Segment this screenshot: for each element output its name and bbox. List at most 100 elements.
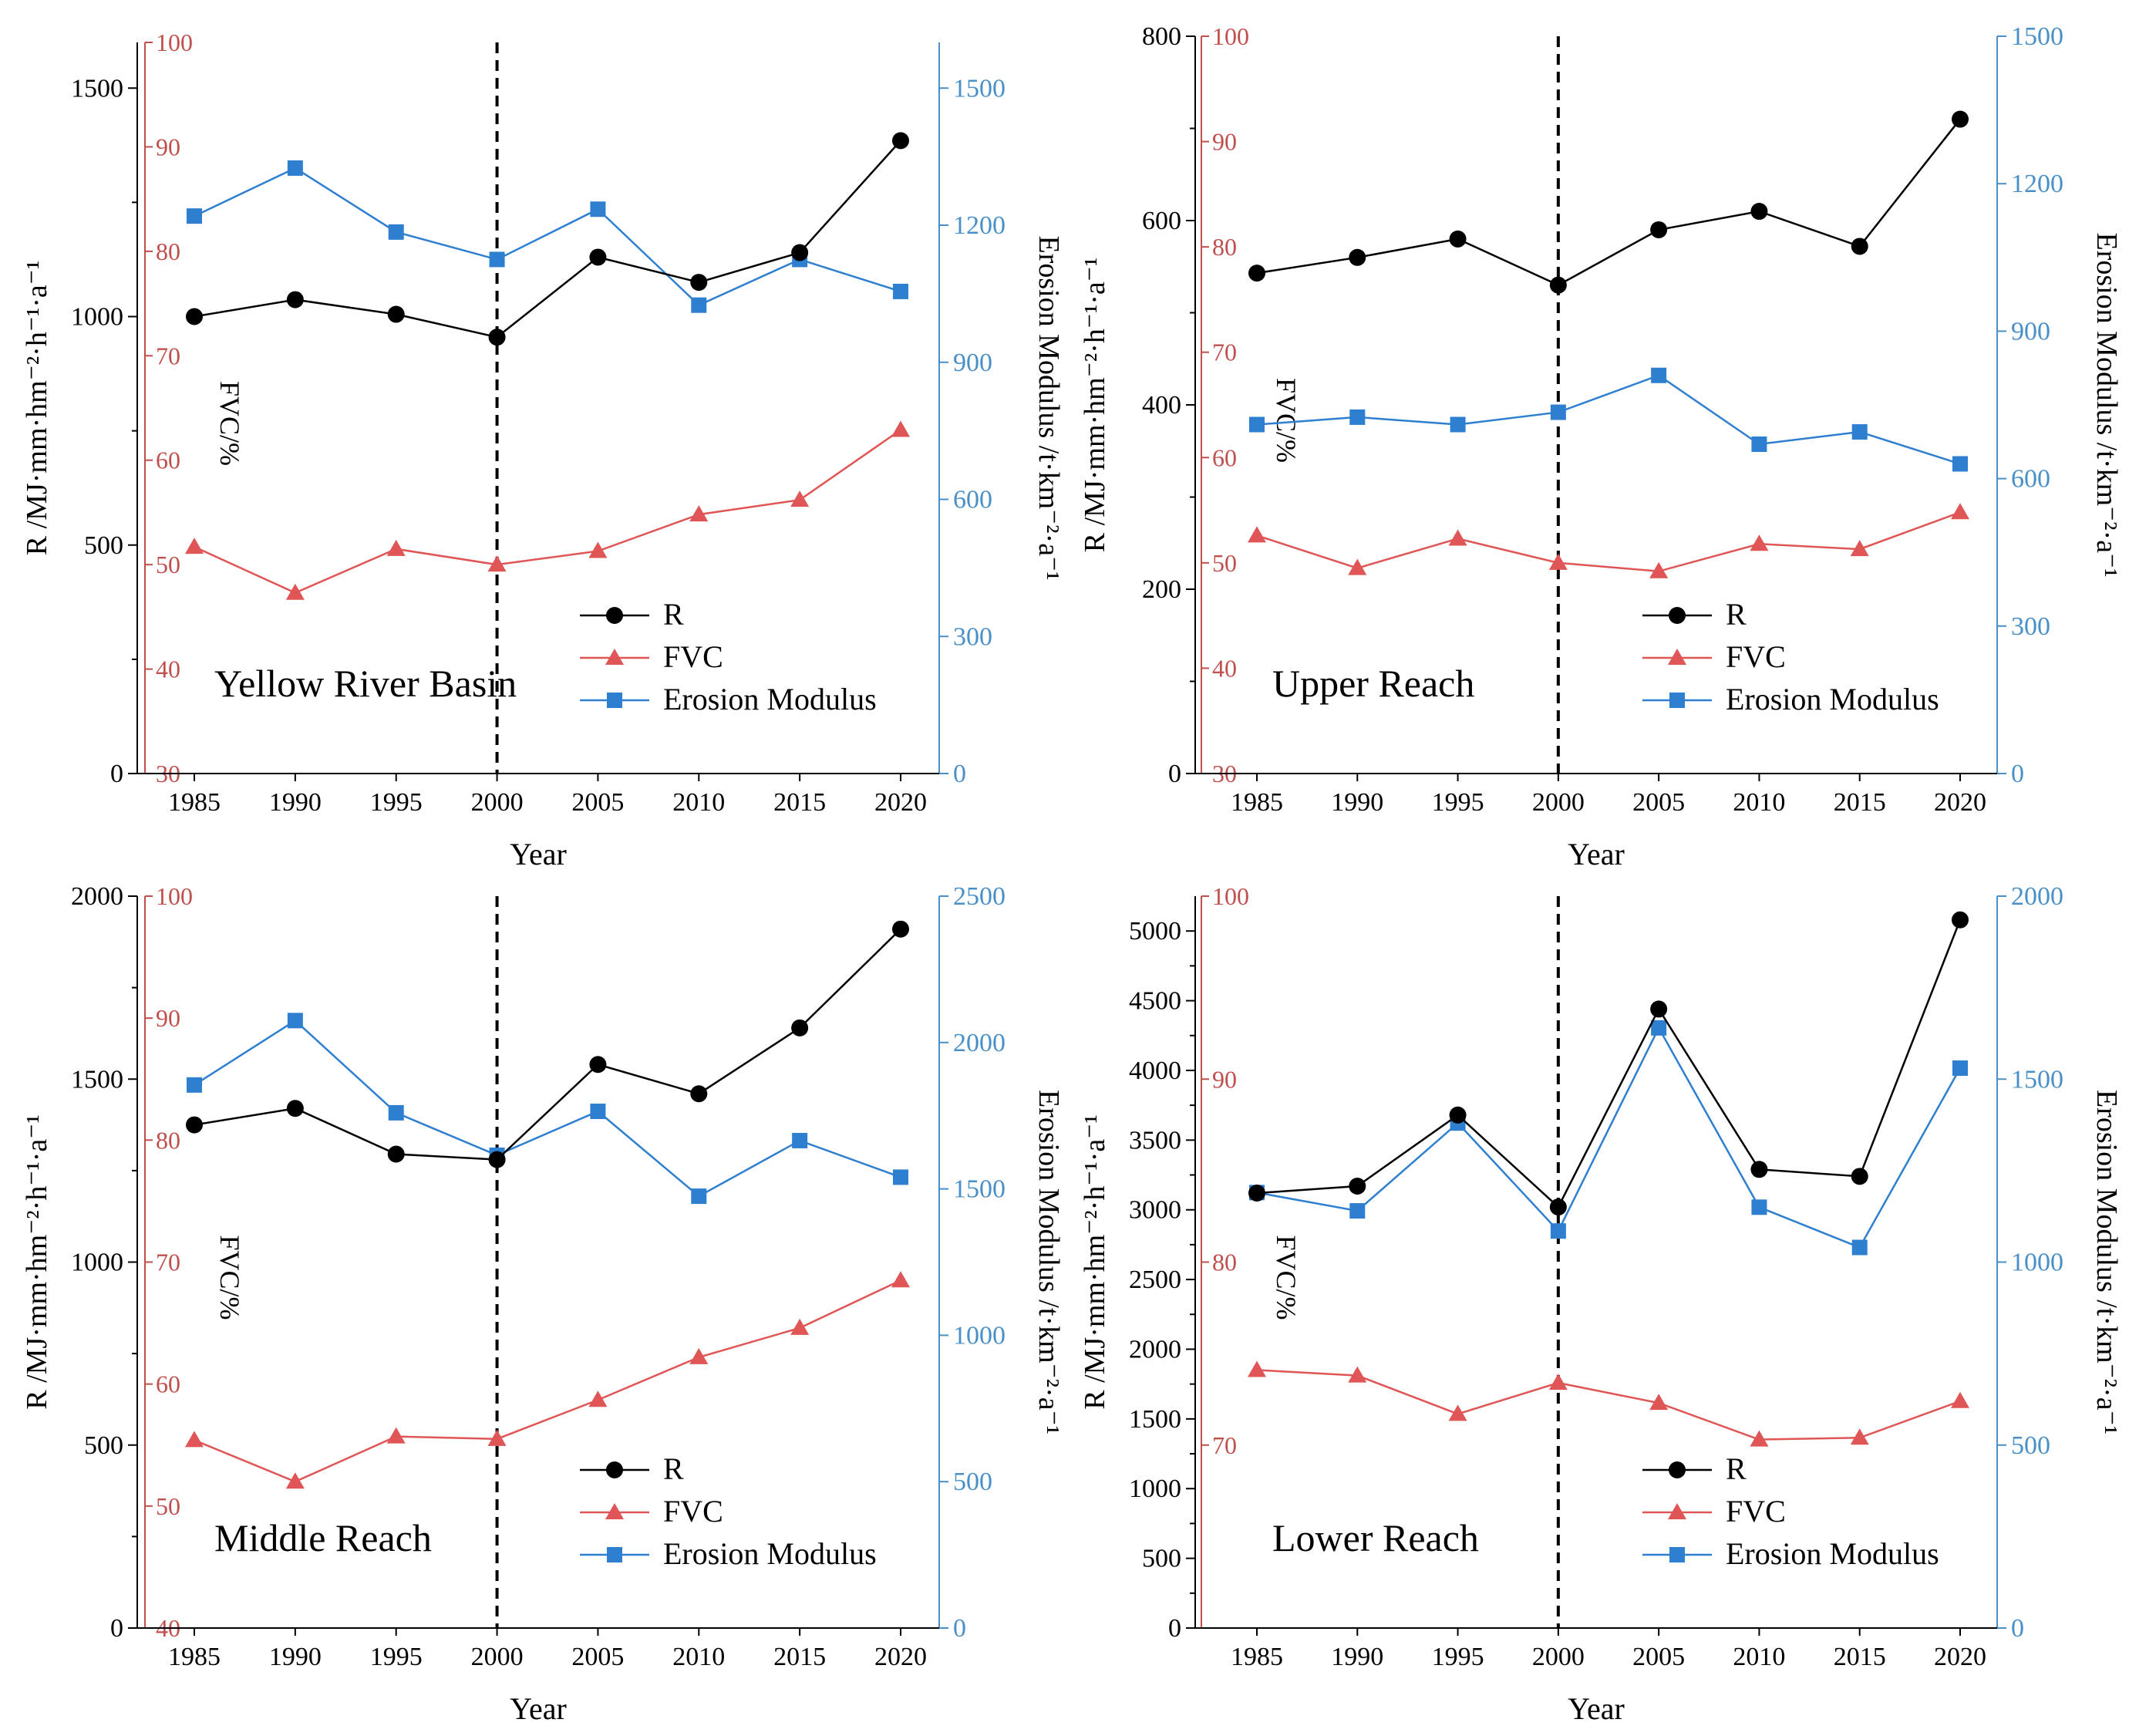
erosion-point xyxy=(1450,416,1466,433)
x-axis-tick-label: 2010 xyxy=(672,1643,725,1671)
x-axis-label: Year xyxy=(510,837,567,871)
erosion-axis-tick-label: 1500 xyxy=(2011,1065,2063,1094)
x-axis-tick-label: 2000 xyxy=(471,788,524,817)
fvc-axis-tick-label: 100 xyxy=(156,882,193,910)
erosion-point xyxy=(1851,1239,1868,1256)
r-axis-label: R /MJ·mm·hm⁻²·h⁻¹·a⁻¹ xyxy=(1079,1114,1111,1410)
r-point xyxy=(1750,203,1768,221)
r-point xyxy=(1851,238,1868,255)
fvc-point xyxy=(1951,503,1969,520)
r-point xyxy=(186,308,203,325)
erosion-axis-tick-label: 1200 xyxy=(2011,170,2063,198)
erosion-axis-label: Erosion Modulus /t·km⁻²·a⁻¹ xyxy=(1032,1090,1065,1434)
r-axis-tick-label: 500 xyxy=(84,531,123,560)
r-point xyxy=(690,1085,708,1103)
erosion-point xyxy=(287,1013,303,1029)
erosion-point xyxy=(893,1169,908,1185)
fvc-point xyxy=(1750,1430,1769,1447)
fvc-axis-tick-label: 50 xyxy=(156,1492,180,1520)
fvc-point xyxy=(891,420,910,437)
x-axis-tick-label: 2000 xyxy=(1532,1643,1585,1671)
r-series-line xyxy=(194,928,901,1161)
fvc-point xyxy=(1951,1391,1969,1408)
erosion-point xyxy=(1349,409,1366,425)
fvc-point xyxy=(1348,1366,1367,1383)
r-point xyxy=(892,132,909,150)
erosion-axis-tick-label: 1000 xyxy=(2011,1249,2063,1277)
legend-label-erosion: Erosion Modulus xyxy=(1726,1536,1939,1571)
erosion-axis-tick-label: 500 xyxy=(2011,1431,2050,1460)
fvc-axis-tick-label: 80 xyxy=(1212,1249,1237,1276)
legend-marker-erosion xyxy=(1669,1547,1685,1562)
r-axis-tick-label: 0 xyxy=(110,760,123,788)
legend-marker-erosion xyxy=(1669,693,1685,708)
x-axis-tick-label: 1985 xyxy=(1231,1643,1283,1671)
r-axis-tick-label: 1000 xyxy=(71,1249,123,1277)
r-point xyxy=(1549,276,1567,294)
fvc-point xyxy=(185,1431,204,1448)
r-axis-label: R /MJ·mm·hm⁻²·h⁻¹·a⁻¹ xyxy=(1079,258,1111,553)
r-point xyxy=(690,274,708,292)
erosion-axis-tick-label: 900 xyxy=(2011,317,2050,346)
fvc-point xyxy=(1248,526,1266,543)
r-point xyxy=(286,291,304,308)
panel-title: Yellow River Basin xyxy=(214,662,517,705)
fvc-point xyxy=(185,538,204,555)
r-axis-tick-label: 5000 xyxy=(1129,917,1181,946)
fvc-point xyxy=(285,1472,305,1489)
r-point xyxy=(1952,911,1969,929)
erosion-series-line xyxy=(1256,1026,1962,1249)
erosion-axis-tick-label: 900 xyxy=(953,349,992,377)
fvc-point xyxy=(689,505,709,522)
erosion-series-line xyxy=(1256,374,1961,465)
fvc-axis-tick-label: 90 xyxy=(156,133,180,160)
r-axis-tick-label: 2000 xyxy=(1129,1335,1181,1364)
erosion-point xyxy=(590,1104,606,1120)
erosion-point xyxy=(388,224,404,240)
erosion-axis-tick-label: 2000 xyxy=(953,1029,1006,1057)
fvc-axis-tick-label: 40 xyxy=(156,656,180,683)
fvc-point xyxy=(487,555,507,572)
erosion-point xyxy=(388,1104,404,1121)
r-point xyxy=(791,244,809,261)
fvc-axis-tick-label: 60 xyxy=(156,1370,180,1398)
legend-label-fvc: FVC xyxy=(1726,639,1786,674)
fvc-point xyxy=(588,541,608,558)
panel-title: Middle Reach xyxy=(214,1516,432,1559)
r-axis-label: R /MJ·mm·hm⁻²·h⁻¹·a⁻¹ xyxy=(21,1114,53,1410)
r-point xyxy=(1248,1185,1265,1202)
x-axis-tick-label: 1990 xyxy=(1331,1643,1383,1671)
erosion-point xyxy=(1952,456,1968,472)
erosion-axis-label: Erosion Modulus /t·km⁻²·a⁻¹ xyxy=(2090,1090,2123,1434)
erosion-point xyxy=(792,1132,808,1148)
erosion-axis-tick-label: 2500 xyxy=(953,882,1006,911)
erosion-axis-tick-label: 2000 xyxy=(2011,882,2063,911)
x-axis-tick-label: 1985 xyxy=(1231,788,1283,817)
fvc-axis-tick-label: 100 xyxy=(156,29,193,56)
fvc-axis-tick-label: 90 xyxy=(156,1004,180,1032)
fvc-point xyxy=(1649,561,1669,578)
erosion-point xyxy=(1851,424,1868,440)
legend-marker-fvc xyxy=(1668,1503,1686,1519)
erosion-axis-label: Erosion Modulus /t·km⁻²·a⁻¹ xyxy=(1032,235,1065,580)
x-axis-tick-label: 2010 xyxy=(1733,788,1785,817)
fvc-point xyxy=(1649,1394,1669,1411)
x-axis-tick-label: 2015 xyxy=(773,1643,826,1671)
erosion-axis-tick-label: 300 xyxy=(2011,612,2050,641)
r-point xyxy=(791,1019,809,1037)
x-axis-tick-label: 1995 xyxy=(370,788,423,817)
erosion-axis-tick-label: 500 xyxy=(953,1468,992,1496)
x-axis-tick-label: 1995 xyxy=(1432,788,1484,817)
erosion-point xyxy=(1751,1199,1767,1215)
x-axis-tick-label: 2010 xyxy=(1733,1643,1785,1671)
legend-label-erosion: Erosion Modulus xyxy=(663,1536,877,1571)
fvc-point xyxy=(790,490,810,507)
r-point xyxy=(1248,265,1265,282)
fvc-series-line xyxy=(1256,511,1961,573)
x-axis-tick-label: 2010 xyxy=(672,788,725,817)
erosion-point xyxy=(1651,1020,1667,1036)
x-axis-tick-label: 2020 xyxy=(874,1643,927,1671)
erosion-point xyxy=(691,297,707,313)
r-point xyxy=(589,1056,607,1074)
